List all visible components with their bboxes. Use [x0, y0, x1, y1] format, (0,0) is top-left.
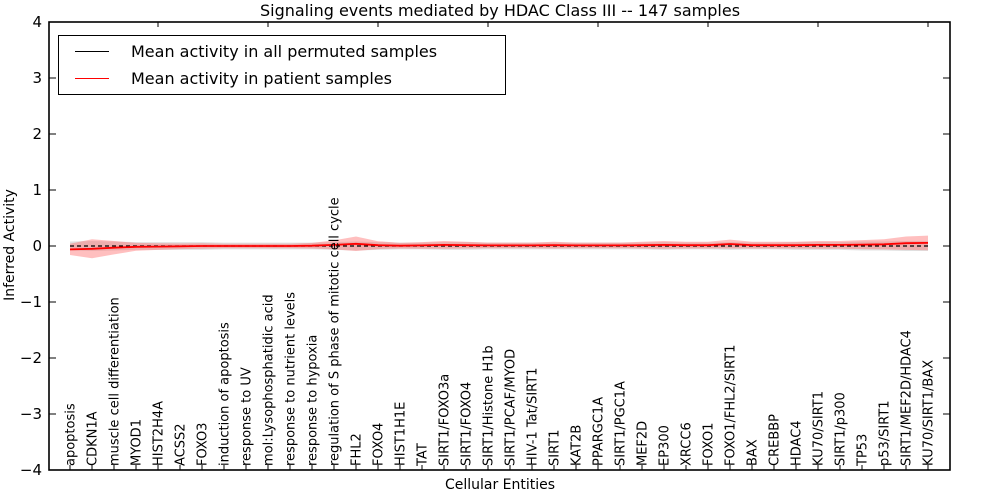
- x-axis-title: Cellular Entities: [444, 477, 556, 493]
- x-tick-label: EP300: [658, 425, 673, 466]
- x-tick-label: FOXO1/FHL2/SIRT1: [724, 345, 739, 466]
- x-tick-label: apoptosis: [64, 403, 79, 466]
- x-tick-label: mol:Lysophosphatidic acid: [262, 294, 277, 466]
- plot-frame: [48, 21, 951, 471]
- legend-label-permuted: Mean activity in all permuted samples: [131, 42, 438, 61]
- legend-label-patient: Mean activity in patient samples: [131, 69, 392, 88]
- x-tick-label: SIRT1/MEF2D/HDAC4: [900, 330, 915, 466]
- y-tick-label: 4: [32, 13, 42, 31]
- x-tick-label: response to hypoxia: [306, 335, 321, 466]
- y-axis-title: Inferred Activity: [2, 189, 18, 301]
- x-tick-label: MYOD1: [130, 419, 145, 466]
- y-tick-label: −2: [20, 349, 42, 367]
- permuted-line-swatch: [75, 51, 109, 52]
- y-tick-label: 3: [32, 69, 42, 87]
- x-tick-label: PPARGC1A: [592, 397, 607, 466]
- patient-band: [70, 235, 928, 259]
- x-tick-label: response to nutrient levels: [284, 292, 299, 466]
- y-tick-label: −3: [20, 405, 42, 423]
- x-tick-label: SIRT1/FOXO4: [460, 382, 475, 466]
- x-tick-label: XRCC6: [680, 422, 695, 466]
- x-tick-label: KU70/SIRT1: [812, 391, 827, 466]
- x-tick-label: muscle cell differentiation: [108, 297, 123, 466]
- x-tick-label: BAX: [746, 439, 761, 466]
- x-tick-label: response to UV: [240, 367, 255, 466]
- x-tick-label: SIRT1/PCAF/MYOD: [504, 349, 519, 466]
- x-tick-label: FOXO3: [196, 423, 211, 466]
- x-tick-label: regulation of S phase of mitotic cell cy…: [328, 197, 343, 466]
- patient-line-swatch: [75, 78, 109, 79]
- x-tick-label: TP53: [856, 434, 871, 467]
- x-tick-label: MEF2D: [636, 421, 651, 466]
- x-tick-label: FOXO4: [372, 423, 387, 466]
- chart-title: Signaling events mediated by HDAC Class …: [259, 1, 741, 20]
- x-tick-label: KU70/SIRT1/BAX: [922, 360, 937, 466]
- x-tick-label: SIRT1: [548, 430, 563, 466]
- legend-item-patient: Mean activity in patient samples: [59, 66, 505, 92]
- y-tick-label: −4: [20, 461, 42, 479]
- x-tick-label: FOXO1: [702, 423, 717, 466]
- y-tick-label: 0: [32, 237, 42, 255]
- legend: Mean activity in all permuted samples Me…: [58, 35, 506, 95]
- x-tick-label: induction of apoptosis: [218, 322, 233, 466]
- x-tick-label: CREBBP: [768, 414, 783, 466]
- x-tick-label: HIST1H1E: [394, 402, 409, 466]
- y-tick-label: 2: [32, 125, 42, 143]
- x-tick-label: HIST2H4A: [152, 401, 167, 466]
- x-tick-label: SIRT1/Histone H1b: [482, 345, 497, 466]
- x-tick-label: FHL2: [350, 433, 365, 466]
- x-tick-label: p53/SIRT1: [878, 400, 893, 466]
- x-tick-label: TAT: [416, 443, 431, 467]
- x-tick-label: HDAC4: [790, 420, 805, 466]
- patient-mean-line: [69, 242, 929, 251]
- y-tick-label: −1: [20, 293, 42, 311]
- y-tick-label: 1: [32, 181, 42, 199]
- x-tick-label: SIRT1/PGC1A: [614, 381, 629, 466]
- legend-item-permuted: Mean activity in all permuted samples: [59, 39, 505, 65]
- x-tick-label: CDKN1A: [86, 411, 101, 466]
- x-tick-label: HIV-1 Tat/SIRT1: [526, 368, 541, 466]
- x-tick-label: SIRT1/p300: [834, 392, 849, 466]
- x-tick-label: ACSS2: [174, 423, 189, 466]
- x-tick-label: KAT2B: [570, 425, 585, 466]
- x-tick-label: SIRT1/FOXO3a: [438, 374, 453, 466]
